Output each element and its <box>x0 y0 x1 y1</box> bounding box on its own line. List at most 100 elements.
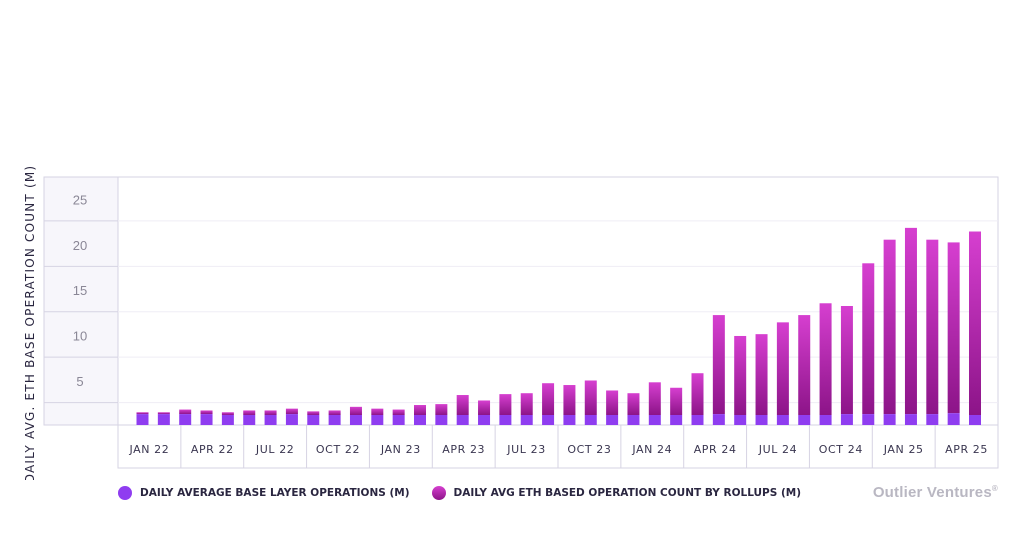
bar-base-layer <box>606 415 619 425</box>
bar-base-layer <box>285 414 298 425</box>
y-tick-label: 20 <box>73 238 87 253</box>
bar-base-layer <box>819 415 832 425</box>
bar-rollups <box>414 405 426 416</box>
bar-base-layer <box>969 415 981 425</box>
bar-base-layer <box>264 415 277 425</box>
bar-rollups <box>285 408 298 415</box>
bar-rollups <box>328 410 341 416</box>
bar-base-layer <box>478 415 491 425</box>
bar-rollups <box>200 410 213 415</box>
y-tick-label: 15 <box>73 283 87 298</box>
bar-rollups <box>435 404 448 416</box>
y-tick-label: 10 <box>73 329 87 344</box>
bar-base-layer <box>648 415 661 425</box>
bar-rollups <box>349 406 362 416</box>
x-tick-label: JUL 22 <box>255 443 295 456</box>
bar-rollups <box>755 334 768 416</box>
bar-base-layer <box>520 415 533 425</box>
bar-rollups <box>478 400 491 416</box>
bar-base-layer <box>456 415 469 425</box>
bar-rollups <box>264 410 277 416</box>
legend-label-base: DAILY AVERAGE BASE LAYER OPERATIONS (M) <box>140 487 410 499</box>
bar-rollups <box>862 263 875 415</box>
x-tick-label: JAN 23 <box>380 443 421 456</box>
bar-rollups <box>392 409 405 416</box>
bar-rollups <box>712 315 725 415</box>
bar-base-layer <box>691 415 704 425</box>
bar-rollups <box>627 393 640 416</box>
x-tick-label: APR 25 <box>945 443 988 456</box>
bar-base-layer <box>157 414 170 425</box>
x-tick-label: APR 22 <box>191 443 234 456</box>
bar-rollups <box>926 239 939 415</box>
x-tick-label: OCT 22 <box>316 443 360 456</box>
bar-rollups <box>307 411 320 416</box>
x-tick-label: APR 24 <box>694 443 737 456</box>
y-tick-labels: 5 10 15 20 25 <box>73 192 87 389</box>
bar-rollups <box>819 303 832 416</box>
bar-base-layer <box>926 414 939 425</box>
bars <box>136 227 981 425</box>
bar-rollups <box>243 410 256 416</box>
brand-logo: Outlier Ventures® <box>872 484 998 501</box>
bar-rollups <box>969 231 981 416</box>
bar-base-layer <box>883 414 896 425</box>
bar-base-layer <box>499 415 512 425</box>
bar-rollups <box>371 408 384 416</box>
x-tick-label: JAN 24 <box>631 443 672 456</box>
legend-dot-rollups <box>431 486 446 500</box>
x-tick-label: JUL 23 <box>506 443 546 456</box>
x-tick-label: OCT 23 <box>567 443 611 456</box>
bar-base-layer <box>435 415 448 425</box>
bar-rollups <box>157 412 170 415</box>
bar-rollups <box>456 395 469 416</box>
bar-rollups <box>947 242 960 414</box>
bar-base-layer <box>734 415 747 425</box>
bar-base-layer <box>584 415 597 425</box>
bar-rollups <box>179 409 192 415</box>
x-tick-label: JUL 24 <box>758 443 798 456</box>
bar-base-layer <box>712 414 725 425</box>
legend-item-rollups: DAILY AVG ETH BASED OPERATION COUNT BY R… <box>431 486 802 500</box>
bar-base-layer <box>755 415 768 425</box>
bar-base-layer <box>670 415 683 425</box>
bar-rollups <box>499 394 512 416</box>
legend-dot-base <box>118 486 132 500</box>
bar-base-layer <box>243 415 256 425</box>
bar-rollups <box>606 390 619 416</box>
x-tick-label: OCT 24 <box>819 443 863 456</box>
bar-base-layer <box>904 414 917 425</box>
bar-base-layer <box>392 415 405 425</box>
bar-base-layer <box>862 414 875 425</box>
bar-rollups <box>798 315 811 416</box>
bar-base-layer <box>563 415 576 425</box>
bar-rollups <box>883 239 896 415</box>
brand-text: Outlier Ventures <box>872 484 992 501</box>
legend: DAILY AVERAGE BASE LAYER OPERATIONS (M) … <box>118 486 801 500</box>
y-axis-band <box>43 176 119 426</box>
bar-base-layer <box>776 415 789 425</box>
bar-base-layer <box>414 415 426 425</box>
bar-rollups <box>840 305 853 415</box>
bar-rollups <box>520 393 533 416</box>
bar-rollups <box>584 380 597 416</box>
bar-rollups <box>542 383 555 416</box>
bar-base-layer <box>221 415 234 425</box>
bar-rollups <box>648 382 661 416</box>
bar-base-layer <box>328 415 341 425</box>
bar-rollups <box>563 385 576 416</box>
bar-base-layer <box>542 415 555 425</box>
bar-base-layer <box>200 414 213 425</box>
y-axis-label: DAILY AVG. ETH BASE OPERATION COUNT (M) <box>23 165 37 480</box>
bar-base-layer <box>371 415 384 425</box>
bar-base-layer <box>136 414 149 425</box>
x-tick-label: JAN 22 <box>128 443 169 456</box>
legend-label-rollups: DAILY AVG ETH BASED OPERATION COUNT BY R… <box>453 487 802 499</box>
chart: DAILY AVG. ETH BASE OPERATION COUNT (M) … <box>23 165 999 480</box>
bar-rollups <box>136 412 149 415</box>
gridlines <box>44 220 998 404</box>
x-tick-labels: JAN 22 APR 22 JUL 22 OCT 22 JAN 23 APR 23 JUL … <box>128 425 988 468</box>
bar-rollups <box>670 387 683 416</box>
y-tick-label: 25 <box>73 192 87 207</box>
bar-base-layer <box>349 415 362 425</box>
